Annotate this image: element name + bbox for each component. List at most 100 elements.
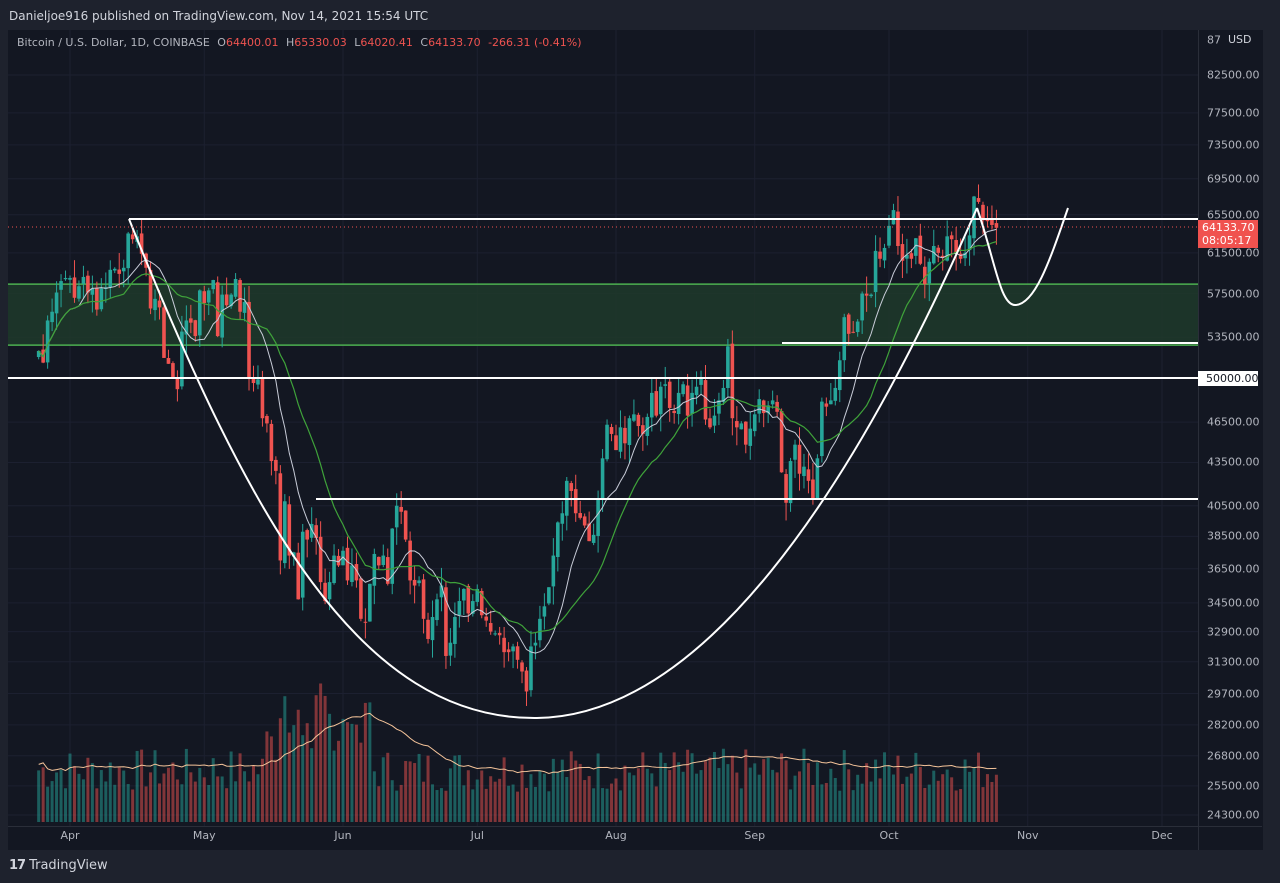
candle-body — [86, 275, 90, 293]
candle-body — [247, 301, 251, 379]
volume-bar — [865, 763, 869, 822]
candle-body — [36, 350, 41, 358]
volume-bar — [439, 788, 443, 822]
candle-body — [408, 540, 412, 581]
price-axis-label: 69500.00 — [1207, 172, 1260, 186]
candle-body — [166, 358, 171, 364]
candle-body — [318, 536, 323, 583]
volume-bar — [977, 752, 981, 822]
price-axis-label: 46500.00 — [1207, 415, 1260, 429]
candle-body — [735, 421, 739, 428]
volume-bar — [941, 774, 945, 822]
candle-body — [931, 245, 936, 264]
candle-body — [529, 646, 533, 691]
candle-body — [256, 379, 260, 385]
candle-body — [717, 400, 721, 414]
volume-bar — [533, 786, 537, 822]
current-price-tag: 64133.70 08:05:17 — [1198, 220, 1258, 248]
volume-bar — [243, 771, 247, 822]
price-axis[interactable] — [1198, 30, 1263, 850]
volume-bar — [64, 788, 68, 822]
volume-bar — [162, 773, 166, 822]
candle-body — [45, 320, 50, 363]
volume-bar — [744, 749, 748, 822]
candle-body — [587, 523, 591, 542]
candle-body — [153, 298, 157, 311]
candle-body — [305, 530, 309, 540]
candle-body — [761, 400, 766, 414]
time-axis[interactable] — [8, 826, 1198, 851]
volume-bar — [144, 786, 148, 822]
candle-body — [444, 587, 448, 656]
candle-body — [224, 294, 229, 306]
volume-bar — [712, 751, 716, 822]
volume-bar — [314, 695, 318, 822]
volume-bar — [444, 790, 448, 822]
candle-body — [869, 294, 873, 297]
price-axis-label: 38500.00 — [1207, 529, 1260, 543]
volume-bar — [99, 770, 103, 822]
candle-body — [923, 266, 927, 285]
volume-bar — [131, 789, 135, 822]
candle-body — [439, 585, 444, 598]
volume-bar — [560, 759, 564, 822]
candle-body — [300, 531, 305, 598]
volume-bar — [175, 779, 179, 822]
volume-bar — [583, 780, 587, 822]
candle-body — [242, 302, 247, 313]
currency-selector[interactable]: USD — [1226, 33, 1254, 46]
volume-bar — [601, 788, 605, 822]
volume-bar — [319, 683, 323, 822]
volume-bar — [475, 779, 479, 822]
candle-body — [117, 269, 122, 274]
volume-bar — [149, 772, 153, 822]
candle-body — [202, 291, 207, 304]
candle-body — [327, 582, 332, 600]
candle-body — [59, 281, 63, 290]
volume-bar — [359, 742, 363, 822]
candle-body — [632, 414, 636, 421]
candle-body — [121, 267, 126, 272]
time-axis-label: Jul — [470, 829, 484, 842]
volume-bar — [193, 781, 197, 822]
candle-body — [323, 582, 327, 602]
candle-body — [524, 670, 529, 692]
volume-bar — [610, 783, 614, 822]
candle-body — [180, 331, 184, 387]
volume-bar — [905, 776, 909, 822]
volume-bar — [981, 787, 985, 822]
volume-bar — [985, 774, 989, 822]
cup-curve — [128, 207, 978, 720]
candle-body — [864, 293, 869, 296]
volume-bar — [771, 769, 775, 822]
volume-bar — [274, 759, 278, 822]
volume-bar — [399, 784, 403, 822]
candle-body — [278, 473, 283, 561]
candle-body — [833, 387, 838, 401]
candle-body — [175, 378, 180, 390]
candle-body — [269, 423, 274, 462]
candle-body — [68, 277, 72, 280]
price-axis-label: 36500.00 — [1207, 562, 1260, 576]
volume-bar — [730, 755, 734, 822]
candle-body — [77, 286, 81, 299]
candle-body — [345, 547, 350, 581]
price-axis-label: 57500.00 — [1207, 287, 1260, 301]
volume-bar — [220, 776, 224, 822]
chart-pane[interactable] — [8, 30, 1198, 850]
candle-body — [569, 483, 574, 491]
volume-bar — [605, 788, 609, 822]
price-axis-label: 73500.00 — [1207, 138, 1260, 152]
volume-bar — [46, 786, 50, 822]
volume-bar — [959, 789, 963, 822]
candle-body — [341, 550, 345, 566]
candle-body — [63, 277, 68, 280]
candle-body — [359, 578, 363, 619]
volume-bar — [811, 784, 815, 822]
candle-body — [229, 294, 233, 307]
candle-body — [251, 379, 256, 384]
candle-body — [873, 250, 878, 293]
volume-bar — [556, 772, 560, 822]
volume-bar — [699, 770, 703, 822]
